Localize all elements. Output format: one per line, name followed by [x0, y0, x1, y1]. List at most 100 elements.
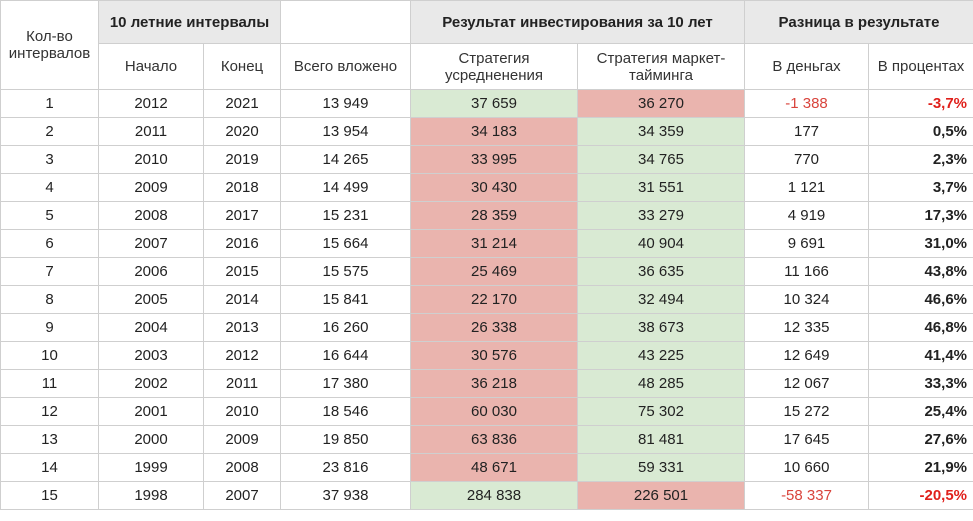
cell-start: 2009 — [98, 173, 204, 202]
cell-strategy-mt: 33 279 — [577, 201, 745, 230]
cell-count: 12 — [0, 397, 99, 426]
cell-strategy-mt: 31 551 — [577, 173, 745, 202]
cell-strategy-avg: 28 359 — [410, 201, 578, 230]
cell-invested: 15 231 — [280, 201, 411, 230]
cell-end: 2009 — [203, 425, 281, 454]
cell-start: 2002 — [98, 369, 204, 398]
results-table: Кол-во интервалов 10 летние интервалы Ре… — [0, 0, 973, 510]
cell-diff-pct: 31,0% — [867, 229, 973, 258]
cell-end: 2018 — [203, 173, 281, 202]
cell-end: 2021 — [203, 89, 281, 118]
cell-end: 2012 — [203, 341, 281, 370]
cell-diff-money: 12 335 — [744, 313, 869, 342]
cell-invested: 15 664 — [280, 229, 411, 258]
header-start: Начало — [98, 43, 204, 90]
table-row: 11 2002 2011 17 380 36 218 48 285 12 067 33,3% — [0, 369, 973, 398]
table-row: 12 2001 2010 18 546 60 030 75 302 15 272 25,4% — [0, 397, 973, 426]
cell-strategy-avg: 37 659 — [410, 89, 578, 118]
cell-diff-money: 12 649 — [744, 341, 869, 370]
cell-start: 2011 — [98, 117, 204, 146]
table-row: 10 2003 2012 16 644 30 576 43 225 12 649 41,4% — [0, 341, 973, 370]
cell-invested: 13 949 — [280, 89, 411, 118]
cell-invested: 16 644 — [280, 341, 411, 370]
cell-diff-pct: 46,8% — [867, 313, 973, 342]
header-result-group: Результат инвестирования за 10 лет — [410, 0, 745, 44]
cell-start: 2000 — [98, 425, 204, 454]
cell-start: 2001 — [98, 397, 204, 426]
cell-strategy-avg: 26 338 — [410, 313, 578, 342]
cell-diff-money: 4 919 — [744, 201, 869, 230]
cell-diff-pct: 3,7% — [867, 173, 973, 202]
cell-strategy-avg: 22 170 — [410, 285, 578, 314]
cell-count: 13 — [0, 425, 99, 454]
cell-diff-money: -1 388 — [744, 89, 869, 118]
header-end: Конец — [203, 43, 281, 90]
cell-start: 2003 — [98, 341, 204, 370]
table-row: 4 2009 2018 14 499 30 430 31 551 1 121 3,7% — [0, 173, 973, 202]
cell-strategy-avg: 60 030 — [410, 397, 578, 426]
cell-strategy-avg: 25 469 — [410, 257, 578, 286]
cell-diff-pct: 17,3% — [867, 201, 973, 230]
cell-strategy-mt: 43 225 — [577, 341, 745, 370]
cell-start: 2006 — [98, 257, 204, 286]
header-strategy-avg: Стратегия усредненения — [410, 43, 578, 90]
table-row: 2 2011 2020 13 954 34 183 34 359 177 0,5% — [0, 117, 973, 146]
cell-strategy-mt: 75 302 — [577, 397, 745, 426]
table-row: 14 1999 2008 23 816 48 671 59 331 10 660 21,9% — [0, 453, 973, 482]
cell-diff-money: 1 121 — [744, 173, 869, 202]
cell-start: 2004 — [98, 313, 204, 342]
cell-count: 10 — [0, 341, 99, 370]
cell-count: 2 — [0, 117, 99, 146]
cell-strategy-avg: 33 995 — [410, 145, 578, 174]
cell-diff-pct: 41,4% — [867, 341, 973, 370]
table-header: Кол-во интервалов 10 летние интервалы Ре… — [0, 0, 973, 90]
table-row: 13 2000 2009 19 850 63 836 81 481 17 645 27,6% — [0, 425, 973, 454]
cell-count: 1 — [0, 89, 99, 118]
table-row: 15 1998 2007 37 938 284 838 226 501 -58 337 -20… — [0, 481, 973, 510]
cell-diff-pct: 33,3% — [867, 369, 973, 398]
cell-invested: 23 816 — [280, 453, 411, 482]
header-diff-pct: В процентах — [867, 43, 973, 90]
cell-strategy-avg: 36 218 — [410, 369, 578, 398]
cell-invested: 15 841 — [280, 285, 411, 314]
cell-count: 4 — [0, 173, 99, 202]
cell-start: 2012 — [98, 89, 204, 118]
cell-invested: 13 954 — [280, 117, 411, 146]
header-invested: Всего вложено — [280, 43, 411, 90]
cell-diff-money: 12 067 — [744, 369, 869, 398]
cell-diff-pct: 27,6% — [867, 425, 973, 454]
cell-end: 2013 — [203, 313, 281, 342]
cell-diff-pct: 2,3% — [867, 145, 973, 174]
cell-diff-pct: 43,8% — [867, 257, 973, 286]
cell-diff-money: 10 324 — [744, 285, 869, 314]
cell-strategy-mt: 36 635 — [577, 257, 745, 286]
cell-strategy-mt: 81 481 — [577, 425, 745, 454]
header-strategy-mt: Стратегия маркет-тайминга — [577, 43, 745, 90]
cell-diff-money: 15 272 — [744, 397, 869, 426]
cell-diff-money: 9 691 — [744, 229, 869, 258]
cell-strategy-mt: 34 359 — [577, 117, 745, 146]
cell-end: 2015 — [203, 257, 281, 286]
cell-end: 2019 — [203, 145, 281, 174]
cell-diff-pct: 46,6% — [867, 285, 973, 314]
cell-invested: 16 260 — [280, 313, 411, 342]
cell-start: 2008 — [98, 201, 204, 230]
cell-count: 8 — [0, 285, 99, 314]
cell-invested: 19 850 — [280, 425, 411, 454]
cell-strategy-mt: 40 904 — [577, 229, 745, 258]
cell-start: 2005 — [98, 285, 204, 314]
cell-count: 6 — [0, 229, 99, 258]
cell-diff-money: -58 337 — [744, 481, 869, 510]
header-blank — [280, 0, 411, 44]
table-row: 8 2005 2014 15 841 22 170 32 494 10 324 46,6% — [0, 285, 973, 314]
cell-invested: 14 499 — [280, 173, 411, 202]
table-row: 6 2007 2016 15 664 31 214 40 904 9 691 31,0% — [0, 229, 973, 258]
cell-count: 9 — [0, 313, 99, 342]
cell-strategy-avg: 30 430 — [410, 173, 578, 202]
cell-invested: 18 546 — [280, 397, 411, 426]
header-diff-group: Разница в результате — [743, 0, 973, 44]
table-body: 1 2012 2021 13 949 37 659 36 270 -1 388 -3,7% 2 2… — [0, 89, 973, 510]
cell-end: 2017 — [203, 201, 281, 230]
cell-strategy-avg: 284 838 — [410, 481, 578, 510]
cell-invested: 14 265 — [280, 145, 411, 174]
